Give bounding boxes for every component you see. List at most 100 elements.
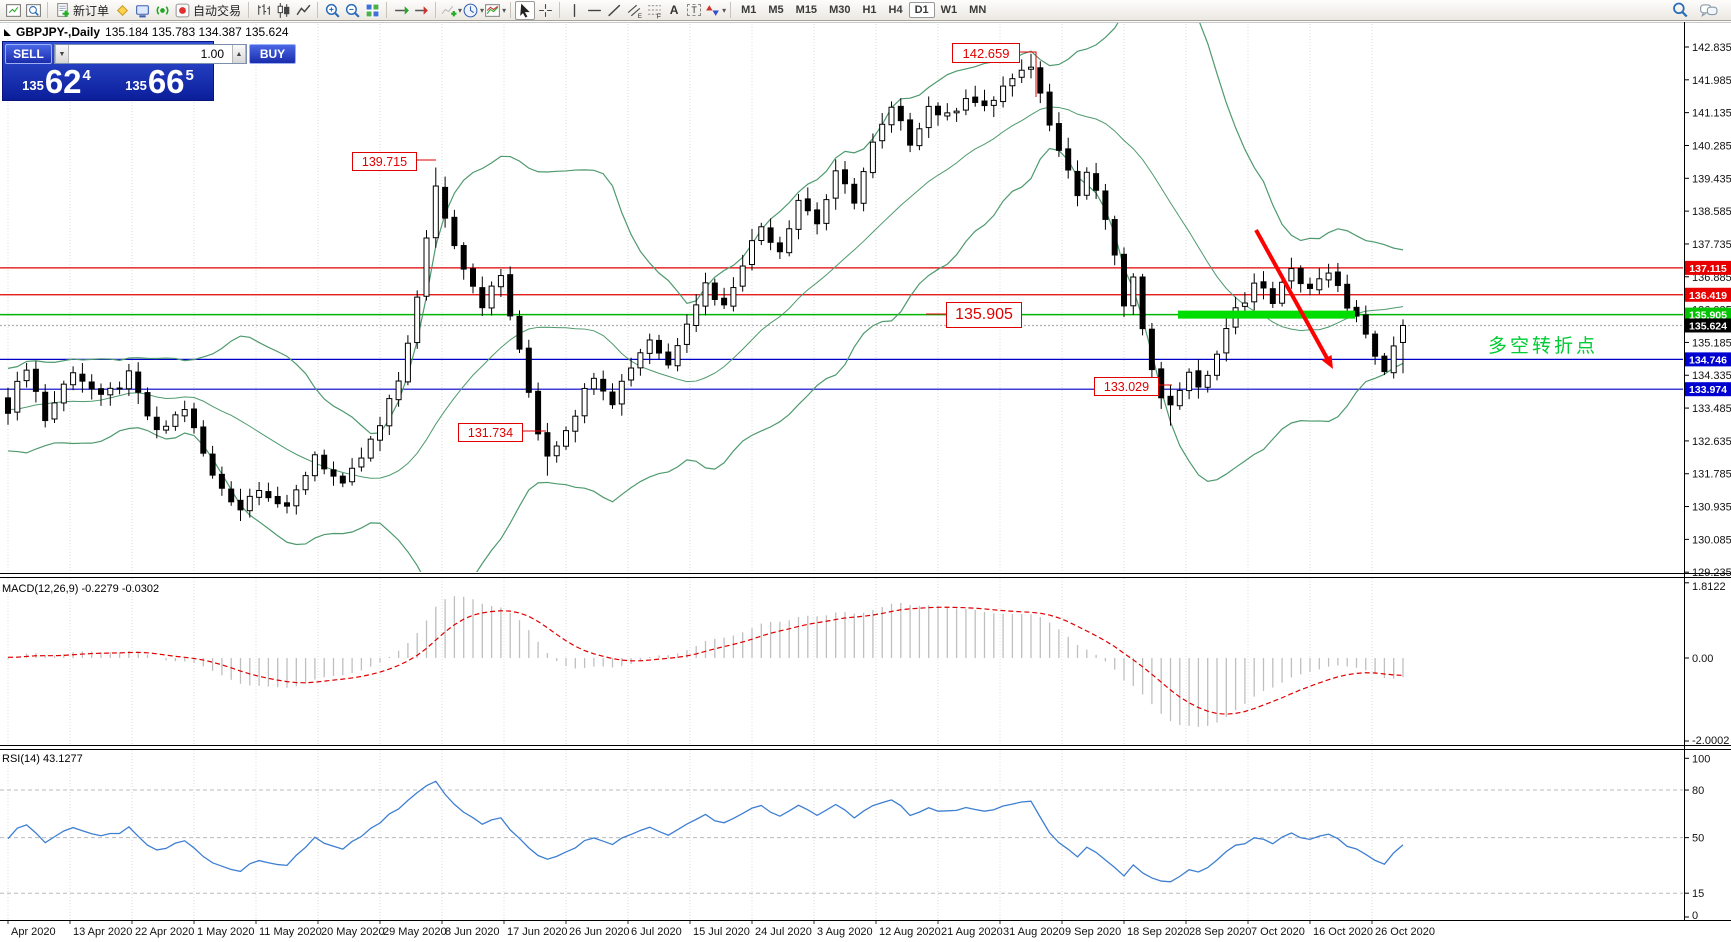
svg-text:15: 15 — [1692, 888, 1704, 900]
price-callout[interactable]: 131.734 — [458, 423, 523, 442]
one-click-trading-panel: SELL ▼ ▲ BUY 135 62 4 135 66 5 — [2, 41, 296, 101]
svg-text:29 May 2020: 29 May 2020 — [383, 926, 447, 938]
rsi-indicator-label: RSI(14) 43.1277 — [2, 753, 83, 765]
timeframe-MN[interactable]: MN — [969, 4, 987, 16]
chart-autoscroll-icon[interactable] — [411, 1, 431, 20]
price-callout[interactable]: 135.905 — [946, 302, 1022, 328]
timeframe-M5[interactable]: M5 — [768, 4, 784, 16]
buy-price[interactable]: 135 66 5 — [108, 64, 211, 98]
equidistant-channel-icon[interactable]: E — [624, 1, 644, 20]
svg-text:26 Oct 2020: 26 Oct 2020 — [1375, 926, 1435, 938]
svg-text:133.485: 133.485 — [1692, 403, 1731, 415]
svg-text:142.835: 142.835 — [1692, 42, 1731, 54]
chat-icon[interactable] — [1698, 1, 1718, 20]
periods-icon[interactable]: ▾ — [462, 1, 484, 20]
sell-price-pips: 62 — [44, 63, 82, 100]
new-order-icon[interactable] — [52, 1, 72, 20]
buy-price-figure: 135 — [125, 78, 147, 93]
svg-text:Apr 2020: Apr 2020 — [11, 926, 56, 938]
timeframe-bar: M1 M5 M15 M30 H1 H4 D1 W1 MN — [735, 2, 992, 18]
macd-indicator-label: MACD(12,26,9) -0.2279 -0.0302 — [2, 583, 160, 595]
volume-input[interactable] — [69, 45, 232, 63]
chart-shift-icon[interactable] — [391, 1, 411, 20]
svg-text:22 Apr 2020: 22 Apr 2020 — [135, 926, 194, 938]
timeframe-H1[interactable]: H1 — [862, 4, 877, 16]
search-icon[interactable] — [1670, 1, 1690, 20]
svg-text:132.635: 132.635 — [1692, 436, 1731, 448]
svg-text:24 Jul 2020: 24 Jul 2020 — [755, 926, 812, 938]
sell-button[interactable]: SELL — [5, 44, 52, 64]
data-preview-icon[interactable] — [23, 1, 43, 20]
svg-text:11 May 2020: 11 May 2020 — [259, 926, 322, 938]
timeframe-H4[interactable]: H4 — [888, 4, 903, 16]
toolbar-separator — [730, 2, 732, 18]
chevron-down-icon: ▾ — [502, 5, 507, 15]
sell-price-figure: 135 — [22, 78, 44, 93]
svg-text:3 Aug 2020: 3 Aug 2020 — [817, 926, 873, 938]
timeframe-D1[interactable]: D1 — [908, 2, 935, 18]
volume-decrease-button[interactable]: ▼ — [55, 45, 69, 63]
svg-text:15 Jul 2020: 15 Jul 2020 — [693, 926, 750, 938]
text-label-icon[interactable]: T — [684, 1, 704, 20]
horizontal-line-icon[interactable] — [584, 1, 604, 20]
sell-price[interactable]: 135 62 4 — [5, 64, 108, 98]
svg-text:E: E — [637, 12, 641, 18]
svg-text:131.785: 131.785 — [1692, 469, 1731, 481]
candlestick-chart-icon[interactable] — [273, 1, 293, 20]
svg-text:0: 0 — [1692, 910, 1698, 922]
zoom-out-icon[interactable] — [342, 1, 362, 20]
svg-text:31 Aug 2020: 31 Aug 2020 — [1003, 926, 1065, 938]
svg-text:8 Jun 2020: 8 Jun 2020 — [445, 926, 499, 938]
crosshair-icon[interactable] — [535, 1, 555, 20]
svg-text:135.624: 135.624 — [1689, 320, 1727, 332]
auto-trading-label[interactable]: 自动交易 — [193, 3, 242, 18]
buy-button[interactable]: BUY — [249, 44, 296, 64]
svg-text:135.185: 135.185 — [1692, 337, 1731, 349]
svg-text:26 Jun 2020: 26 Jun 2020 — [569, 926, 630, 938]
svg-text:137.115: 137.115 — [1689, 263, 1727, 275]
text-icon[interactable]: A — [669, 3, 679, 17]
tile-windows-icon[interactable] — [362, 1, 382, 20]
svg-text:9 Sep 2020: 9 Sep 2020 — [1065, 926, 1121, 938]
new-order-label[interactable]: 新订单 — [73, 3, 110, 18]
indicators-icon[interactable]: ▾ — [440, 1, 462, 20]
toolbar-separator — [248, 2, 250, 18]
volume-increase-button[interactable]: ▲ — [232, 45, 246, 63]
svg-text:100: 100 — [1692, 753, 1710, 765]
timeframe-M30[interactable]: M30 — [829, 4, 851, 16]
trendline-icon[interactable] — [604, 1, 624, 20]
vertical-line-icon[interactable] — [564, 1, 584, 20]
svg-text:140.285: 140.285 — [1692, 140, 1731, 152]
line-chart-icon[interactable] — [293, 1, 313, 20]
buy-price-point: 5 — [185, 67, 194, 84]
zoom-in-icon[interactable] — [322, 1, 342, 20]
bar-chart-icon[interactable] — [253, 1, 273, 20]
svg-text:130.085: 130.085 — [1692, 534, 1731, 546]
timeframe-W1[interactable]: W1 — [940, 4, 958, 16]
svg-text:129.235: 129.235 — [1692, 567, 1731, 579]
chart-window-icon[interactable] — [3, 1, 23, 20]
price-callout[interactable]: 139.715 — [352, 152, 417, 171]
svg-text:28 Sep 2020: 28 Sep 2020 — [1189, 926, 1251, 938]
toolbar-separator — [559, 2, 561, 18]
sell-price-point: 4 — [82, 67, 91, 84]
volume-stepper: ▼ ▲ — [54, 44, 247, 64]
templates-icon[interactable]: ▾ — [484, 1, 506, 20]
chart-symbol-icon — [4, 28, 11, 36]
svg-text:141.135: 141.135 — [1692, 108, 1731, 120]
price-callout[interactable]: 142.659 — [952, 43, 1020, 63]
arrows-icon[interactable]: ▾ — [704, 1, 726, 20]
terminal-icon[interactable] — [132, 1, 152, 20]
auto-trading-icon[interactable] — [172, 1, 192, 20]
chevron-down-icon: ▾ — [458, 5, 463, 15]
fibonacci-icon[interactable]: F — [644, 1, 664, 20]
signals-icon[interactable] — [152, 1, 172, 20]
timeframe-M1[interactable]: M1 — [741, 4, 757, 16]
turning-point-annotation[interactable]: 多空转折点 — [1488, 336, 1599, 357]
metaeditor-icon[interactable] — [112, 1, 132, 20]
cursor-icon[interactable] — [515, 0, 536, 20]
timeframe-M15[interactable]: M15 — [795, 4, 818, 16]
price-callout[interactable]: 133.029 — [1094, 377, 1159, 396]
svg-text:50: 50 — [1692, 833, 1704, 845]
